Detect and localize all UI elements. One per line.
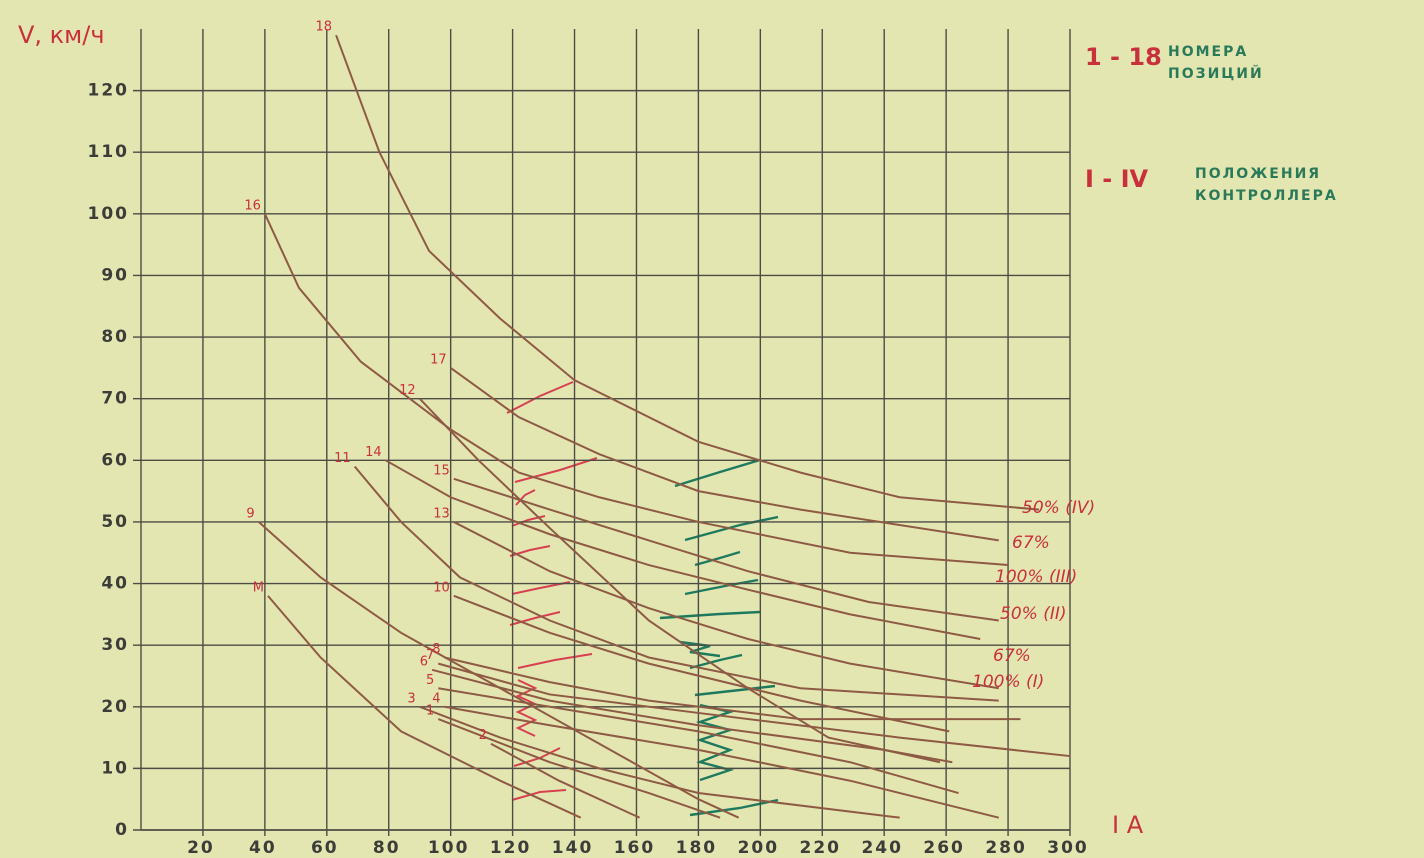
x-tick-label: 160 [614, 838, 656, 858]
curve [267, 595, 582, 819]
curve [453, 477, 999, 622]
annotation: 100% (I) [972, 672, 1044, 692]
annotation: 50% (IV) [1022, 498, 1095, 518]
controller-transitions [659, 458, 779, 817]
curve-label: 5 [426, 673, 434, 688]
legend: 1 - 18 НОМЕРА ПОЗИЦИЙ I - IV ПОЛОЖЕНИЯ КОНТРО… [1085, 43, 1338, 204]
annotation: 100% (III) [995, 567, 1077, 587]
curve [444, 656, 1021, 721]
transition [514, 457, 598, 483]
curve-label: 10 [433, 580, 450, 595]
x-tick-label: 280 [985, 838, 1027, 858]
x-tick-label: 240 [861, 838, 903, 858]
curve-label: 2 [479, 728, 487, 743]
transition [689, 653, 743, 670]
y-tick-label: 30 [101, 635, 129, 655]
curve [438, 662, 1071, 758]
transition [684, 515, 779, 542]
y-tick-label: 40 [101, 574, 129, 594]
x-tick-label: 140 [552, 838, 594, 858]
x-tick-label: 80 [373, 838, 401, 858]
transition [674, 458, 761, 488]
transition [515, 489, 536, 506]
y-tick-label: 110 [88, 142, 130, 162]
annotation: 67% [1012, 533, 1050, 553]
x-tick-label: 300 [1047, 838, 1089, 858]
transition [511, 789, 567, 801]
curve-label: 14 [365, 445, 382, 460]
y-tick-label: 50 [101, 512, 129, 532]
curve [453, 521, 999, 690]
legend-key: 1 - 18 [1085, 43, 1162, 71]
x-tick-label: 40 [249, 838, 277, 858]
curve [450, 367, 999, 542]
curve [353, 465, 999, 702]
y-tick-label: 100 [88, 204, 130, 224]
transition [694, 684, 776, 697]
curve-label: 17 [430, 352, 447, 367]
x-tick-label: 100 [428, 838, 470, 858]
curve-label: 18 [316, 20, 333, 35]
x-tick-label: 260 [923, 838, 965, 858]
y-tick-label: 60 [101, 450, 129, 470]
annotation: 67% [993, 646, 1031, 666]
curve [453, 594, 950, 733]
curve [490, 742, 640, 819]
legend-key: I - IV [1085, 165, 1149, 193]
curve-label: 4 [432, 691, 440, 706]
curve-label: 1 [426, 704, 434, 719]
x-tick-label: 200 [738, 838, 780, 858]
curve-label: 12 [399, 383, 416, 398]
y-tick-label: 120 [88, 81, 130, 101]
transition [679, 640, 721, 658]
curve-label: 6 [420, 654, 428, 669]
x-tick-label: 220 [800, 838, 842, 858]
annotation: 50% (II) [1000, 604, 1066, 624]
curve-label: 7 [426, 648, 434, 663]
y-tick-label: 0 [115, 820, 129, 840]
x-axis-label: I A [1112, 811, 1144, 839]
curve [418, 398, 941, 764]
curve [385, 459, 981, 640]
curve [444, 705, 1000, 819]
curve [263, 213, 1009, 567]
y-tick-label: 90 [101, 265, 129, 285]
y-axis-label: V, км/ч [18, 21, 105, 49]
curve-label: 3 [407, 691, 415, 706]
position-transitions [506, 381, 598, 801]
curve [335, 34, 1040, 511]
transition [509, 611, 561, 626]
transition [506, 381, 574, 414]
curve-label: 13 [433, 506, 450, 521]
x-tick-label: 180 [676, 838, 718, 858]
y-tick-label: 20 [101, 697, 129, 717]
transition [694, 550, 741, 567]
y-tick-label: 70 [101, 389, 129, 409]
y-tick-label: 10 [101, 758, 129, 778]
x-tick-label: 60 [311, 838, 339, 858]
curve-label: 15 [433, 463, 450, 478]
curve [419, 705, 900, 819]
legend-text: НОМЕРА ПОЗИЦИЙ [1168, 44, 1264, 82]
curve [438, 687, 959, 794]
x-tick-label: 20 [187, 838, 215, 858]
transition [659, 610, 761, 620]
x-tick-label: 120 [490, 838, 532, 858]
curve [431, 668, 953, 764]
transition [517, 653, 593, 669]
legend-text: ПОЛОЖЕНИЯ КОНТРОЛЛЕРА [1195, 166, 1338, 204]
curve-label: 9 [246, 506, 254, 521]
curve-label: 8 [432, 642, 440, 657]
y-tick-label: 80 [101, 327, 129, 347]
curve-label: M [253, 580, 264, 595]
curve [437, 718, 721, 819]
curve-label: 11 [334, 451, 351, 466]
curve-label: 16 [244, 198, 261, 213]
